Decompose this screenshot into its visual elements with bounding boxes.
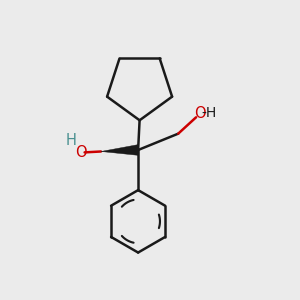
Text: -H: -H xyxy=(201,106,216,120)
Text: O: O xyxy=(194,106,206,121)
Polygon shape xyxy=(101,145,138,155)
Text: H: H xyxy=(65,133,76,148)
Text: O: O xyxy=(75,146,86,160)
